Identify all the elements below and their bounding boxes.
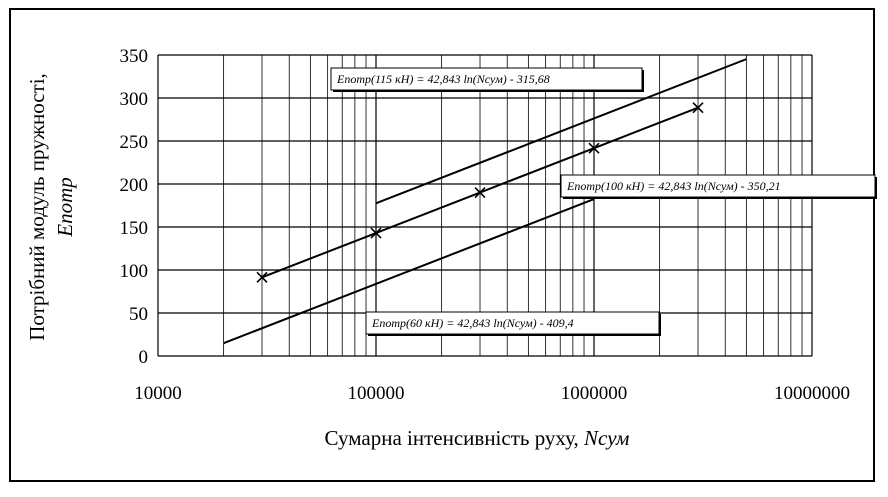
x-tick-label: 100000 bbox=[348, 383, 405, 404]
equation-label: Епотр(60 кН) = 42,843 ln(Nсум) - 409,4 bbox=[371, 316, 574, 330]
data-point-marker bbox=[370, 227, 382, 239]
y-axis-title: Потрібний модуль пружності, bbox=[25, 73, 49, 341]
equation-label: Епотр(115 кН) = 42,843 ln(Nсум) - 315,68 bbox=[336, 72, 550, 86]
y-tick-label: 300 bbox=[120, 89, 149, 110]
y-tick-label: 100 bbox=[120, 261, 149, 282]
y-tick-label: 250 bbox=[120, 132, 149, 153]
x-tick-label: 10000000 bbox=[774, 383, 850, 404]
series-layer bbox=[223, 58, 747, 345]
y-tick-label: 0 bbox=[139, 347, 149, 368]
y-tick-label: 50 bbox=[129, 304, 148, 325]
y-tick-label: 350 bbox=[120, 46, 149, 67]
series-line bbox=[375, 58, 747, 205]
x-tick-label: 1000000 bbox=[561, 383, 628, 404]
equation-annotation: Епотр(60 кН) = 42,843 ln(Nсум) - 409,4 bbox=[365, 311, 661, 336]
data-point-marker bbox=[474, 186, 486, 199]
chart-frame bbox=[9, 8, 875, 482]
annotation-layer: Епотр(115 кН) = 42,843 ln(Nсум) - 315,68… bbox=[330, 67, 877, 336]
y-tick-label: 200 bbox=[120, 175, 149, 196]
grid bbox=[157, 54, 813, 357]
data-point-marker bbox=[256, 271, 268, 283]
data-point-marker bbox=[588, 142, 600, 154]
tick-layer: 0 50 100 150 200 250 300 350 10000 100000 1000000 1… bbox=[120, 46, 851, 404]
data-point-marker bbox=[692, 102, 704, 114]
equation-annotation: Епотр(115 кН) = 42,843 ln(Nсум) - 315,68 bbox=[330, 67, 644, 92]
x-axis-title: Сумарна інтенсивність руху, Nсум bbox=[325, 426, 630, 450]
x-tick-label: 10000 bbox=[134, 383, 182, 404]
series-line bbox=[223, 198, 595, 345]
equation-annotation: Епотр(100 кН) = 42,843 ln(Nсум) - 350,21 bbox=[560, 174, 877, 199]
y-tick-label: 150 bbox=[120, 218, 149, 239]
y-axis-title-variable: Епотр bbox=[53, 177, 77, 238]
equation-label: Епотр(100 кН) = 42,843 ln(Nсум) - 350,21 bbox=[566, 179, 781, 193]
